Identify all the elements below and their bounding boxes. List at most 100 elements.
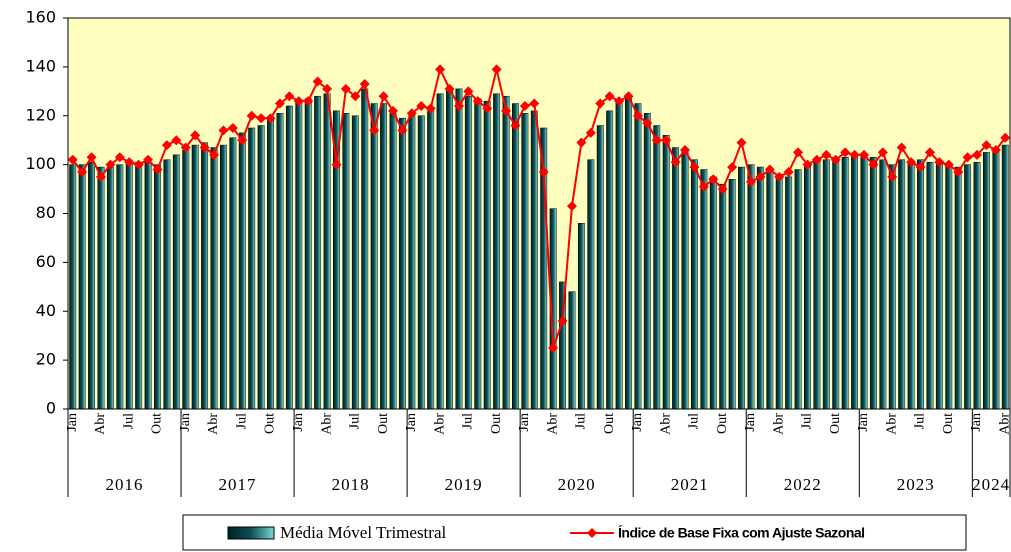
marker <box>906 157 917 168</box>
bar <box>643 113 651 410</box>
x-tick-label: Jan <box>517 413 532 432</box>
marker <box>180 142 191 153</box>
marker <box>887 171 898 182</box>
line <box>71 66 1007 349</box>
x-tick-label: Abr <box>319 413 334 435</box>
marker <box>322 83 333 94</box>
bar <box>785 176 793 410</box>
bar <box>653 125 661 410</box>
bar <box>257 125 265 410</box>
bar <box>709 176 717 410</box>
year-label: 2023 <box>897 475 935 494</box>
x-tick-label: Abr <box>998 413 1011 435</box>
bar <box>832 157 840 410</box>
x-tick-label: Jan <box>65 413 80 432</box>
bar <box>587 159 595 410</box>
bar <box>304 98 312 410</box>
x-tick-label: Jan <box>291 413 306 432</box>
marker <box>86 152 97 163</box>
bar <box>106 166 114 410</box>
bar <box>719 183 727 410</box>
bar <box>172 154 180 410</box>
bar <box>389 113 397 410</box>
marker <box>472 96 483 107</box>
marker <box>133 159 144 170</box>
bar <box>417 115 425 410</box>
marker <box>199 142 210 153</box>
marker <box>689 162 700 173</box>
marker <box>548 342 559 353</box>
marker <box>256 113 267 124</box>
marker <box>981 140 992 151</box>
x-tick-label: Jul <box>234 413 249 429</box>
bar <box>78 164 86 410</box>
bar <box>219 144 227 410</box>
bar <box>474 98 482 410</box>
marker <box>67 154 78 165</box>
marker <box>293 96 304 107</box>
bar <box>681 149 689 410</box>
bar <box>869 157 877 410</box>
marker <box>105 159 116 170</box>
legend-marker <box>587 528 597 538</box>
bar <box>361 88 369 410</box>
x-tick-label: Out <box>150 413 165 434</box>
marker <box>745 176 756 187</box>
marker <box>491 64 502 75</box>
x-tick-label: Abr <box>93 413 108 435</box>
marker <box>802 159 813 170</box>
marker <box>934 157 945 168</box>
bar <box>446 88 453 410</box>
marker <box>190 130 201 141</box>
bar <box>917 159 924 410</box>
marker <box>990 144 1001 155</box>
bar <box>672 147 680 410</box>
marker <box>774 171 785 182</box>
marker <box>793 147 804 158</box>
marker <box>632 110 643 121</box>
bar <box>351 115 359 410</box>
year-label: 2022 <box>784 475 822 494</box>
marker <box>915 162 926 173</box>
bar <box>483 100 491 410</box>
bar <box>935 161 943 410</box>
bar <box>766 171 774 410</box>
x-tick-label: Jan <box>856 413 871 432</box>
bar <box>973 161 981 410</box>
marker <box>482 103 493 114</box>
marker <box>246 110 257 121</box>
bar <box>398 117 406 410</box>
marker <box>369 125 380 136</box>
marker <box>435 64 446 75</box>
bar <box>738 166 745 410</box>
marker <box>209 149 220 160</box>
bar <box>125 161 133 410</box>
marker <box>124 157 135 168</box>
bar <box>144 161 152 410</box>
bar <box>163 159 171 410</box>
bar <box>983 152 990 410</box>
x-tick-label: Abr <box>658 413 673 435</box>
x-tick-label: Jan <box>404 413 419 432</box>
bar <box>135 161 143 410</box>
bar <box>568 291 576 410</box>
marker <box>585 127 596 138</box>
bar <box>455 88 463 410</box>
bar <box>380 103 388 410</box>
bar <box>248 127 256 410</box>
x-tick-label: Out <box>715 413 730 434</box>
bar <box>756 166 764 410</box>
bar <box>201 142 209 410</box>
marker <box>830 154 841 165</box>
bar <box>333 110 340 410</box>
marker <box>849 149 860 160</box>
marker <box>566 201 577 212</box>
bar <box>945 164 953 410</box>
x-tick-label: Jan <box>178 413 193 432</box>
bar <box>898 159 906 410</box>
marker <box>501 105 512 116</box>
plot-area <box>67 17 1011 410</box>
marker <box>868 159 879 170</box>
marker <box>425 103 436 114</box>
